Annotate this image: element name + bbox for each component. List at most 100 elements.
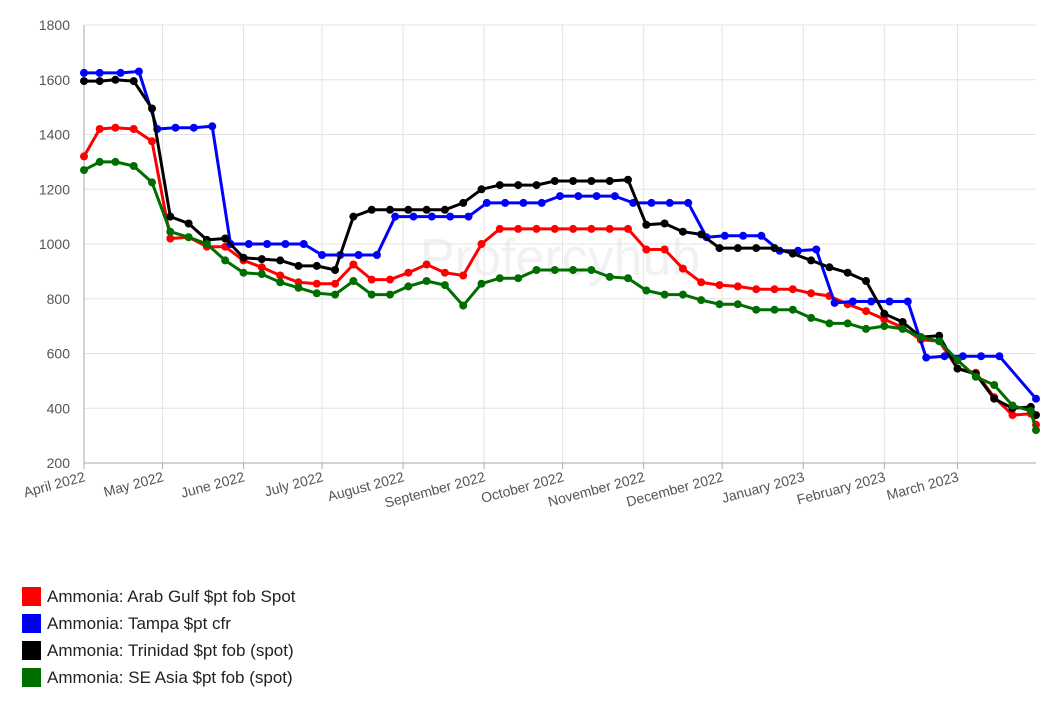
data-point[interactable] (367, 275, 376, 284)
data-point[interactable] (862, 277, 870, 285)
data-point[interactable] (605, 177, 614, 185)
data-point[interactable] (587, 266, 596, 274)
data-point[interactable] (1032, 426, 1040, 435)
data-point[interactable] (294, 283, 303, 292)
data-point[interactable] (569, 224, 578, 233)
data-point[interactable] (184, 233, 193, 242)
data-point[interactable] (880, 309, 889, 318)
data-point[interactable] (349, 260, 358, 269)
data-point[interactable] (880, 322, 889, 331)
data-point[interactable] (495, 224, 504, 233)
data-point[interactable] (440, 281, 449, 290)
data-point[interactable] (477, 240, 486, 248)
data-point[interactable] (318, 251, 326, 259)
data-point[interactable] (404, 282, 413, 291)
data-point[interactable] (464, 212, 473, 221)
data-point[interactable] (697, 296, 706, 305)
data-point[interactable] (116, 68, 125, 77)
data-point[interactable] (294, 278, 303, 287)
data-point[interactable] (367, 205, 376, 214)
data-point[interactable] (166, 234, 175, 243)
data-point[interactable] (660, 245, 669, 254)
data-point[interactable] (440, 205, 449, 214)
data-point[interactable] (569, 266, 578, 274)
data-point[interactable] (148, 104, 156, 113)
data-point[interactable] (404, 268, 413, 277)
data-point[interactable] (995, 352, 1004, 361)
data-point[interactable] (354, 251, 363, 259)
data-point[interactable] (501, 198, 510, 207)
data-point[interactable] (537, 198, 546, 207)
data-point[interactable] (532, 224, 541, 233)
data-point[interactable] (276, 271, 285, 280)
data-point[interactable] (642, 286, 651, 295)
data-point[interactable] (848, 297, 857, 306)
data-point[interactable] (610, 192, 619, 201)
data-point[interactable] (720, 231, 729, 240)
data-point[interactable] (940, 352, 949, 361)
data-point[interactable] (880, 315, 889, 324)
data-point[interactable] (550, 224, 559, 233)
data-point[interactable] (446, 212, 455, 221)
legend-item[interactable]: Ammonia: Arab Gulf $pt fob Spot (22, 583, 296, 610)
data-point[interactable] (166, 227, 175, 236)
data-point[interactable] (665, 198, 674, 207)
data-point[interactable] (514, 181, 523, 190)
data-point[interactable] (715, 300, 724, 309)
data-point[interactable] (80, 77, 88, 86)
data-point[interactable] (244, 240, 253, 248)
data-point[interactable] (514, 274, 523, 283)
data-point[interactable] (739, 231, 748, 240)
data-point[interactable] (129, 77, 138, 86)
data-point[interactable] (1008, 411, 1017, 420)
data-point[interactable] (903, 297, 912, 306)
data-point[interactable] (587, 224, 596, 233)
data-point[interactable] (592, 192, 601, 201)
data-point[interactable] (1026, 407, 1035, 415)
data-point[interactable] (263, 240, 272, 248)
data-point[interactable] (807, 289, 816, 298)
data-point[interactable] (221, 256, 230, 265)
data-point[interactable] (678, 227, 687, 236)
data-point[interactable] (312, 289, 321, 298)
data-point[interactable] (569, 177, 578, 185)
data-point[interactable] (111, 75, 120, 84)
data-point[interactable] (642, 220, 651, 229)
data-point[interactable] (189, 123, 198, 132)
data-point[interactable] (80, 166, 88, 175)
data-point[interactable] (953, 364, 962, 373)
data-point[interactable] (788, 305, 797, 314)
data-point[interactable] (239, 253, 248, 262)
data-point[interactable] (95, 125, 104, 133)
data-point[interactable] (409, 212, 418, 221)
data-point[interactable] (459, 198, 468, 207)
legend-item[interactable]: Ammonia: Tampa $pt cfr (22, 610, 296, 637)
data-point[interactable] (372, 251, 381, 259)
data-point[interactable] (459, 271, 468, 280)
data-point[interactable] (812, 245, 821, 254)
data-point[interactable] (294, 261, 303, 270)
data-point[interactable] (495, 181, 504, 190)
data-point[interactable] (647, 198, 656, 207)
data-point[interactable] (129, 162, 138, 170)
data-point[interactable] (733, 300, 742, 309)
data-point[interactable] (953, 356, 962, 365)
data-point[interactable] (134, 67, 143, 76)
data-point[interactable] (770, 244, 779, 253)
data-point[interactable] (299, 240, 308, 248)
data-point[interactable] (239, 268, 248, 277)
data-point[interactable] (386, 205, 394, 214)
data-point[interactable] (349, 212, 358, 221)
data-point[interactable] (971, 372, 980, 381)
data-point[interactable] (257, 255, 266, 264)
data-point[interactable] (184, 219, 193, 228)
data-point[interactable] (331, 279, 340, 288)
data-point[interactable] (807, 313, 816, 322)
data-point[interactable] (898, 318, 907, 326)
data-point[interactable] (312, 279, 321, 288)
data-point[interactable] (660, 219, 669, 228)
data-point[interactable] (605, 272, 614, 281)
data-point[interactable] (386, 275, 394, 284)
data-point[interactable] (752, 285, 761, 294)
data-point[interactable] (990, 394, 999, 403)
